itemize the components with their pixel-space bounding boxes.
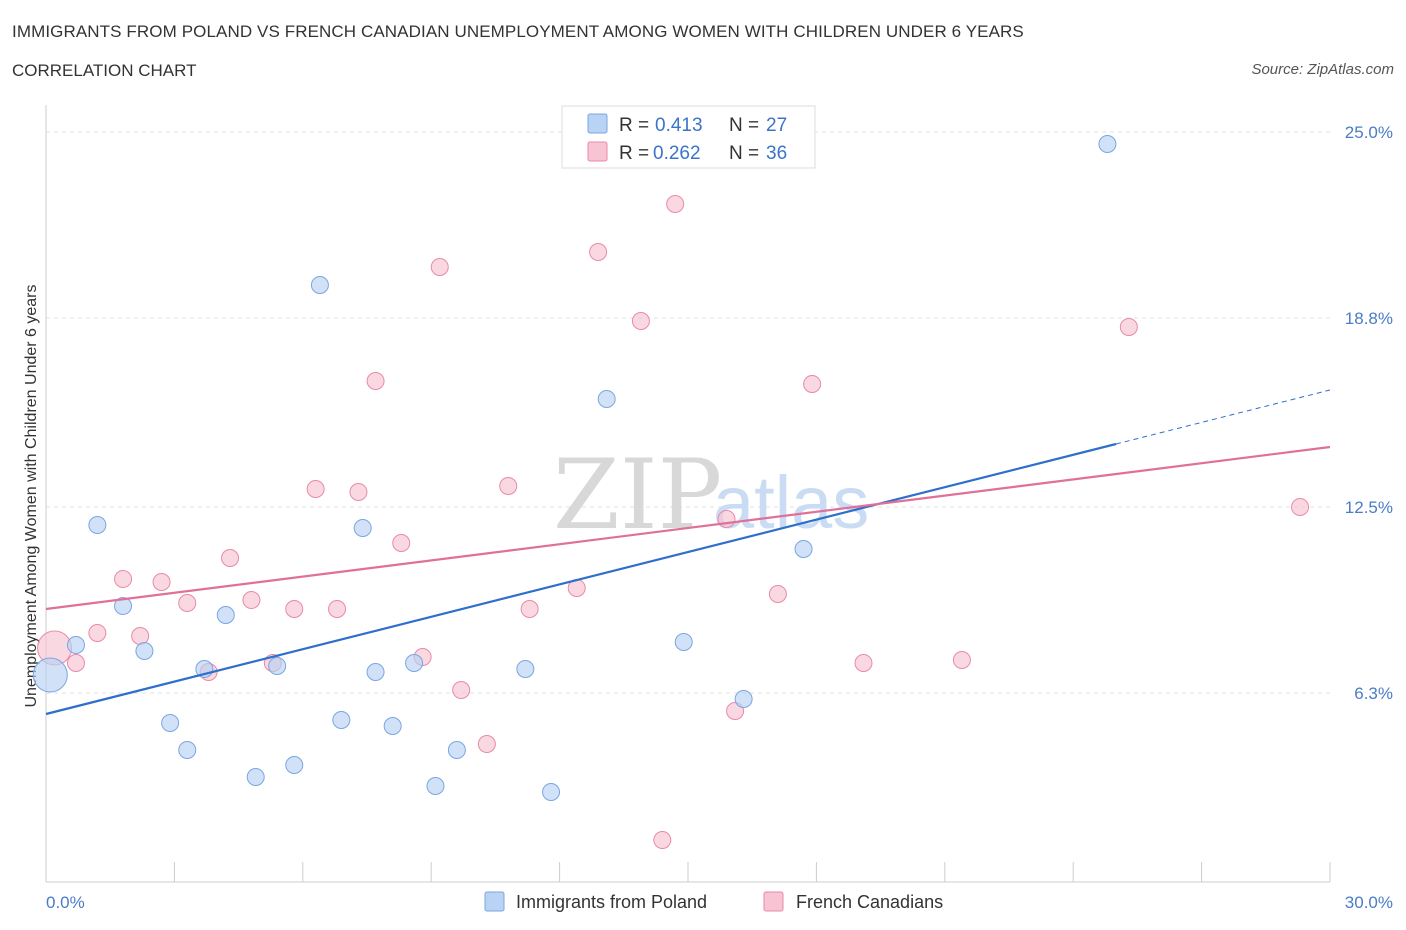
poland-point-4: [135, 642, 154, 660]
french-point-11: [285, 600, 304, 618]
poland-point-0: [32, 657, 68, 693]
poland-point-5: [161, 714, 180, 732]
french-point-16: [392, 534, 411, 552]
x-tick-labels: 0.0% 30.0%: [46, 893, 1393, 912]
french-point-14: [349, 483, 368, 501]
french-point-30: [768, 585, 787, 603]
source-credit: Source: ZipAtlas.com: [1251, 61, 1394, 78]
french-point-22: [520, 600, 539, 618]
trend-line-poland: [45, 442, 1117, 716]
french-point-32: [854, 654, 873, 672]
french-point-27: [666, 195, 685, 213]
legend-n-label-poland: N =: [729, 115, 759, 136]
poland-point-24: [734, 690, 753, 708]
french-point-1: [66, 654, 85, 672]
gridlines: [46, 131, 1330, 694]
french-point-8: [221, 549, 240, 567]
legend-n-value-french: 36: [766, 143, 787, 164]
french-point-26: [653, 831, 672, 849]
french-point-3: [114, 570, 133, 588]
legend-r-value-poland: 0.413: [655, 115, 703, 136]
y-tick-label-1: 12.5%: [1345, 498, 1393, 517]
legend-swatch-french: [587, 141, 608, 162]
french-point-20: [477, 735, 496, 753]
poland-point-11: [285, 756, 304, 774]
french-point-19: [452, 681, 471, 699]
watermark: ZIP atlas: [553, 439, 869, 551]
legend-r-label-french: R =: [619, 143, 649, 164]
y-tick-label-3: 25.0%: [1345, 123, 1393, 142]
legend-n-label-french: N =: [729, 143, 759, 164]
poland-point-6: [178, 741, 197, 759]
poland-point-14: [353, 519, 372, 537]
chart-subtitle: CORRELATION CHART: [12, 61, 197, 80]
poland-point-26: [1098, 135, 1117, 153]
french-point-34: [1119, 318, 1138, 336]
y-tick-label-0: 6.3%: [1354, 684, 1393, 703]
poland-point-22: [597, 390, 616, 408]
french-point-21: [499, 477, 518, 495]
bottom-legend-label-poland: Immigrants from Poland: [516, 892, 707, 912]
french-point-13: [328, 600, 347, 618]
series-immigrants-from-poland: [32, 135, 1117, 801]
poland-point-18: [426, 777, 445, 795]
watermark-zip: ZIP: [553, 439, 722, 551]
poland-point-10: [268, 657, 287, 675]
trend-line-french: [45, 445, 1331, 611]
french-point-15: [366, 372, 385, 390]
bottom-legend-swatch-poland: [484, 891, 505, 912]
french-point-25: [631, 312, 650, 330]
watermark-atlas: atlas: [713, 461, 869, 544]
bottom-legend-label-french: French Canadians: [796, 892, 943, 912]
poland-point-19: [447, 741, 466, 759]
poland-point-23: [674, 633, 693, 651]
stats-legend: R = 0.413 N = 27 R = 0.262 N = 36: [561, 105, 816, 169]
trend-line-poland-extension: [1115, 389, 1331, 445]
legend-n-value-poland: 27: [766, 115, 787, 136]
poland-point-21: [542, 783, 561, 801]
french-point-5: [152, 573, 171, 591]
legend-swatch-poland: [587, 113, 608, 134]
french-point-18: [430, 258, 449, 276]
french-point-35: [1291, 498, 1310, 516]
poland-point-15: [366, 663, 385, 681]
poland-point-25: [794, 540, 813, 558]
french-point-9: [242, 591, 261, 609]
x-tick-label-0: 0.0%: [46, 893, 85, 912]
y-axis-label: Unemployment Among Women with Children U…: [23, 284, 40, 707]
legend-r-value-french: 0.262: [653, 143, 701, 164]
french-point-4: [131, 627, 150, 645]
poland-point-8: [216, 606, 235, 624]
french-point-6: [178, 594, 197, 612]
bottom-legend-swatch-french: [763, 891, 784, 912]
legend-r-label-poland: R =: [619, 115, 649, 136]
poland-point-17: [405, 654, 424, 672]
poland-point-20: [516, 660, 535, 678]
french-point-2: [88, 624, 107, 642]
french-point-31: [803, 375, 822, 393]
axes: [45, 105, 1331, 883]
x-tick-label-1: 30.0%: [1345, 893, 1393, 912]
french-point-24: [589, 243, 608, 261]
trend-lines: [45, 389, 1331, 716]
poland-point-13: [332, 711, 351, 729]
poland-point-12: [310, 276, 329, 294]
french-point-33: [952, 651, 971, 669]
y-tick-labels: 6.3% 12.5% 18.8% 25.0%: [1345, 123, 1393, 703]
poland-point-16: [383, 717, 402, 735]
poland-point-1: [66, 636, 85, 654]
y-tick-label-2: 18.8%: [1345, 309, 1393, 328]
series-french-canadians: [37, 195, 1310, 849]
poland-point-2: [88, 516, 107, 534]
poland-point-3: [114, 597, 133, 615]
french-point-12: [306, 480, 325, 498]
poland-point-9: [246, 768, 265, 786]
series-legend: Immigrants from Poland French Canadians: [484, 891, 943, 912]
chart-title: IMMIGRANTS FROM POLAND VS FRENCH CANADIA…: [12, 22, 1024, 41]
